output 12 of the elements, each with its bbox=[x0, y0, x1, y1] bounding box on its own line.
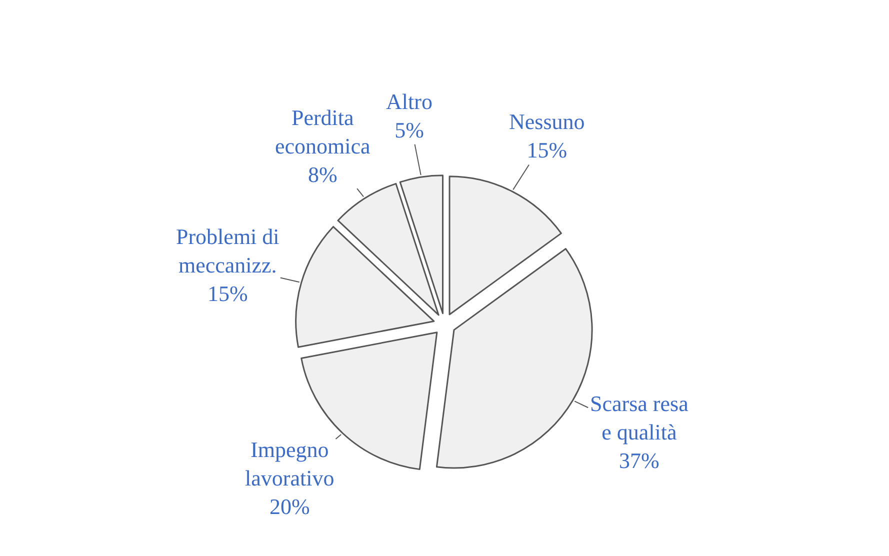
slice-label: Nessuno bbox=[509, 109, 585, 134]
slice-label: Scarsa resa e qualità bbox=[590, 391, 689, 445]
data-label: 37% bbox=[619, 448, 660, 474]
slice-label: Perdita economica bbox=[275, 105, 371, 159]
data-label: 15% bbox=[526, 138, 568, 163]
slice-label: Altro bbox=[386, 89, 432, 114]
data-label: 15% bbox=[207, 281, 248, 306]
slice-label: Problemi di meccanizz. bbox=[176, 224, 280, 278]
data-label: 20% bbox=[269, 494, 310, 520]
data-label: 8% bbox=[308, 162, 338, 188]
slice-label: Impegno lavorativo bbox=[245, 437, 334, 491]
data-label: 5% bbox=[394, 118, 424, 143]
